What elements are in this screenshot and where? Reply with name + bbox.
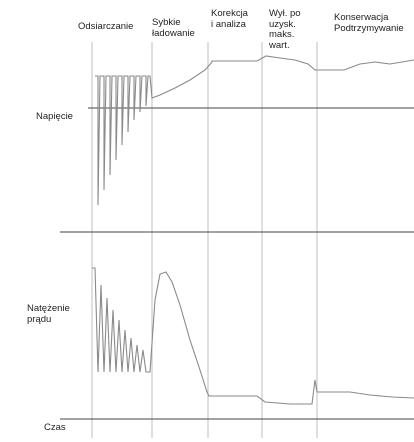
axes (60, 107, 414, 420)
voltage-axis-label: Napięcie (36, 111, 73, 122)
stage-label-desulfation: Odsiarczanie (78, 21, 134, 32)
current-axis-label: Natężenie prądu (27, 303, 70, 325)
stage-grid (91, 42, 318, 438)
stage-label-shutoff: Wył. po uzysk. maks. wart. (269, 8, 301, 51)
stage-label-fast-charge: Sybkie ładowanie (152, 17, 195, 39)
current-curve (92, 267, 414, 405)
voltage-curve (95, 55, 414, 206)
stage-label-correction: Korekcja i analiza (211, 8, 248, 30)
stage-label-maintenance: Konserwacja Podtrzymywanie (334, 12, 404, 34)
time-axis-label: Czas (44, 422, 66, 433)
